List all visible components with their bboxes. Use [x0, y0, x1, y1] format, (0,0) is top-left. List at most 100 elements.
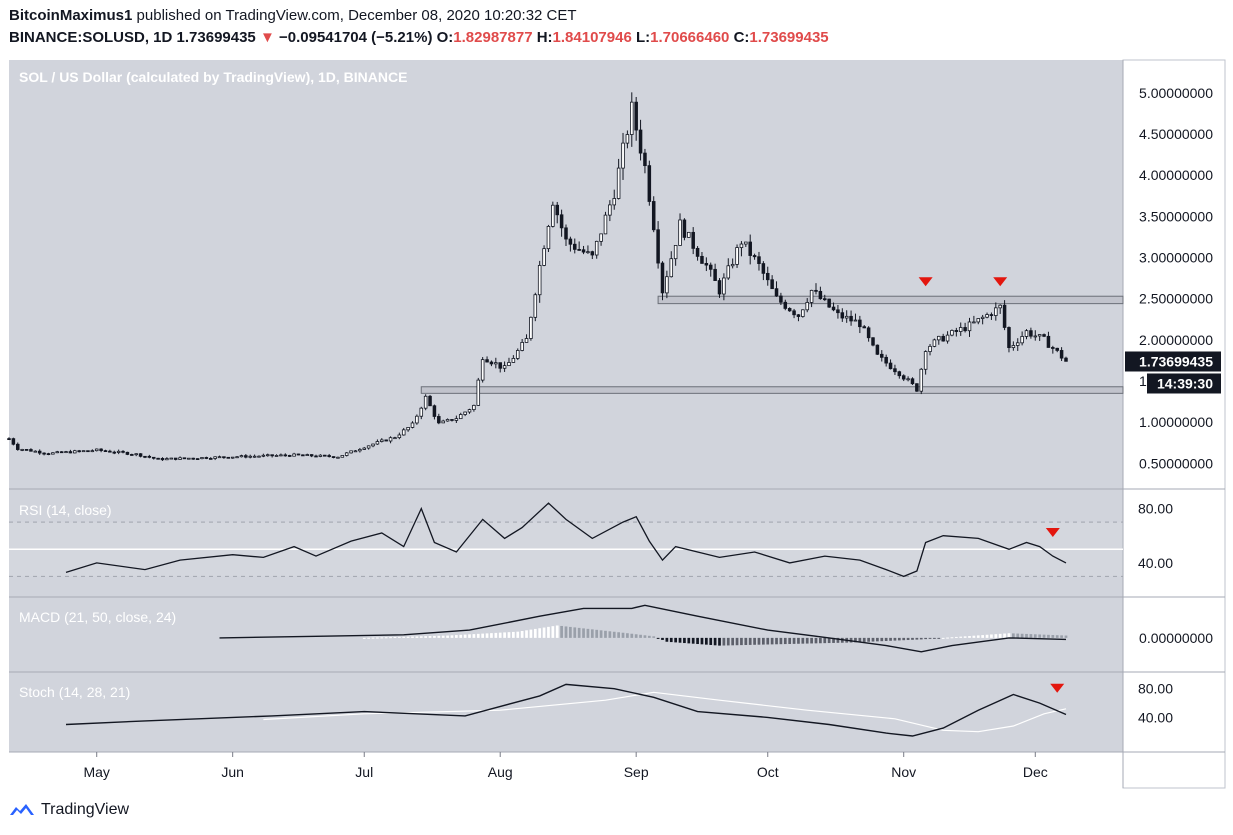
rsi-divergence-marker — [1045, 528, 1060, 537]
candle-body — [551, 204, 555, 227]
candle-body — [156, 457, 160, 460]
candle-body — [651, 201, 656, 231]
candle-body — [722, 277, 726, 295]
candle-body — [51, 452, 55, 455]
change-arrow-icon: ▼ — [259, 29, 275, 46]
macd-histogram-bar — [823, 637, 827, 644]
macd-histogram-bar — [722, 637, 726, 646]
candle-body — [923, 351, 928, 370]
candle-body — [160, 457, 165, 461]
macd-histogram-bar — [590, 629, 594, 638]
macd-histogram-bar — [902, 637, 906, 641]
macd-histogram-bar — [547, 626, 550, 638]
macd-histogram-bar — [485, 633, 489, 638]
candle-body — [643, 152, 647, 167]
candle-body — [138, 453, 143, 457]
stoch-title: Stoch (14, 28, 21) — [19, 684, 130, 700]
macd-histogram-bar — [933, 637, 936, 639]
macd-histogram-bar — [551, 626, 555, 638]
candle-body — [546, 226, 551, 250]
macd-histogram-bar — [678, 637, 682, 643]
candle-body — [893, 368, 897, 373]
candle-body — [222, 456, 226, 459]
stoch-signal-marker — [1050, 683, 1065, 693]
candle-body — [594, 240, 599, 256]
candle-body — [103, 450, 108, 453]
close-value: 1.73699435 — [749, 29, 829, 46]
candle-body — [415, 415, 419, 424]
macd-tick-label: 0.00000000 — [1139, 630, 1213, 646]
macd-histogram-bar — [1020, 633, 1024, 638]
candle-body — [380, 439, 384, 442]
macd-histogram-bar — [643, 635, 647, 638]
macd-histogram-bar — [494, 632, 498, 638]
candle-body — [928, 345, 932, 352]
macd-histogram-bar — [827, 637, 831, 644]
macd-histogram-bar — [862, 637, 866, 642]
candle-body — [520, 341, 524, 351]
candle-body — [296, 453, 301, 456]
candle-body — [866, 327, 871, 339]
macd-histogram-bar — [718, 637, 721, 646]
last-price-badge — [1125, 351, 1221, 372]
candle-body — [612, 198, 617, 206]
macd-histogram-bar — [634, 634, 638, 638]
macd-histogram-bar — [669, 637, 673, 643]
candle-body — [871, 337, 875, 346]
macd-histogram-bar — [577, 627, 581, 638]
candle-body — [336, 456, 340, 459]
candle-body — [1055, 347, 1059, 351]
candle-body — [638, 129, 643, 154]
chart-title: SOL / US Dollar (calculated by TradingVi… — [19, 69, 407, 85]
macd-histogram-bar — [915, 637, 919, 640]
macd-histogram-bar — [428, 636, 432, 638]
open-label: O: — [436, 29, 454, 46]
candle-body — [695, 247, 700, 257]
macd-histogram-bar — [608, 631, 612, 638]
candle-body — [143, 455, 147, 458]
publish-info: BitcoinMaximus1 published on TradingView… — [9, 7, 577, 24]
macd-histogram-bar — [604, 630, 607, 638]
candle-body — [393, 437, 397, 440]
candle-body — [7, 438, 11, 441]
macd-histogram-bar — [985, 634, 989, 638]
time-axis-label: Sep — [624, 764, 649, 780]
candle-body — [704, 263, 709, 266]
candle-body — [239, 455, 244, 458]
tradingview-branding[interactable]: TradingView — [9, 801, 129, 819]
candle-body — [90, 450, 95, 453]
candle-body — [581, 249, 586, 253]
candle-body — [458, 414, 463, 420]
macd-histogram-bar — [946, 637, 949, 639]
candle-body — [630, 101, 634, 135]
macd-histogram-bar — [775, 637, 778, 645]
macd-histogram-bar — [652, 636, 656, 638]
macd-histogram-bar — [564, 626, 568, 638]
stoch-tick-label: 40.00 — [1138, 709, 1173, 725]
macd-histogram-bar — [674, 637, 678, 643]
candle-body — [235, 456, 239, 459]
candle-body — [568, 238, 573, 245]
author-name[interactable]: BitcoinMaximus1 — [9, 7, 133, 24]
macd-histogram-bar — [450, 635, 454, 638]
candle-body — [1064, 357, 1068, 362]
candle-body — [454, 418, 459, 421]
candle-body — [309, 454, 314, 457]
candle-body — [858, 319, 862, 328]
candle-body — [410, 422, 415, 428]
macd-histogram-bar — [472, 634, 476, 638]
macd-histogram-bar — [569, 626, 572, 638]
macd-histogram-bar — [529, 629, 533, 638]
macd-histogram-bar — [617, 632, 620, 638]
candle-body — [108, 450, 112, 453]
time-axis-label: Dec — [1023, 764, 1048, 780]
macd-histogram-bar — [520, 630, 524, 638]
macd-histogram-bar — [656, 637, 660, 639]
candle-body — [625, 134, 630, 144]
candle-body — [945, 334, 950, 342]
macd-histogram-bar — [683, 637, 686, 644]
macd-histogram-bar — [696, 637, 699, 645]
candle-body — [726, 265, 731, 279]
macd-histogram-bar — [832, 637, 835, 643]
